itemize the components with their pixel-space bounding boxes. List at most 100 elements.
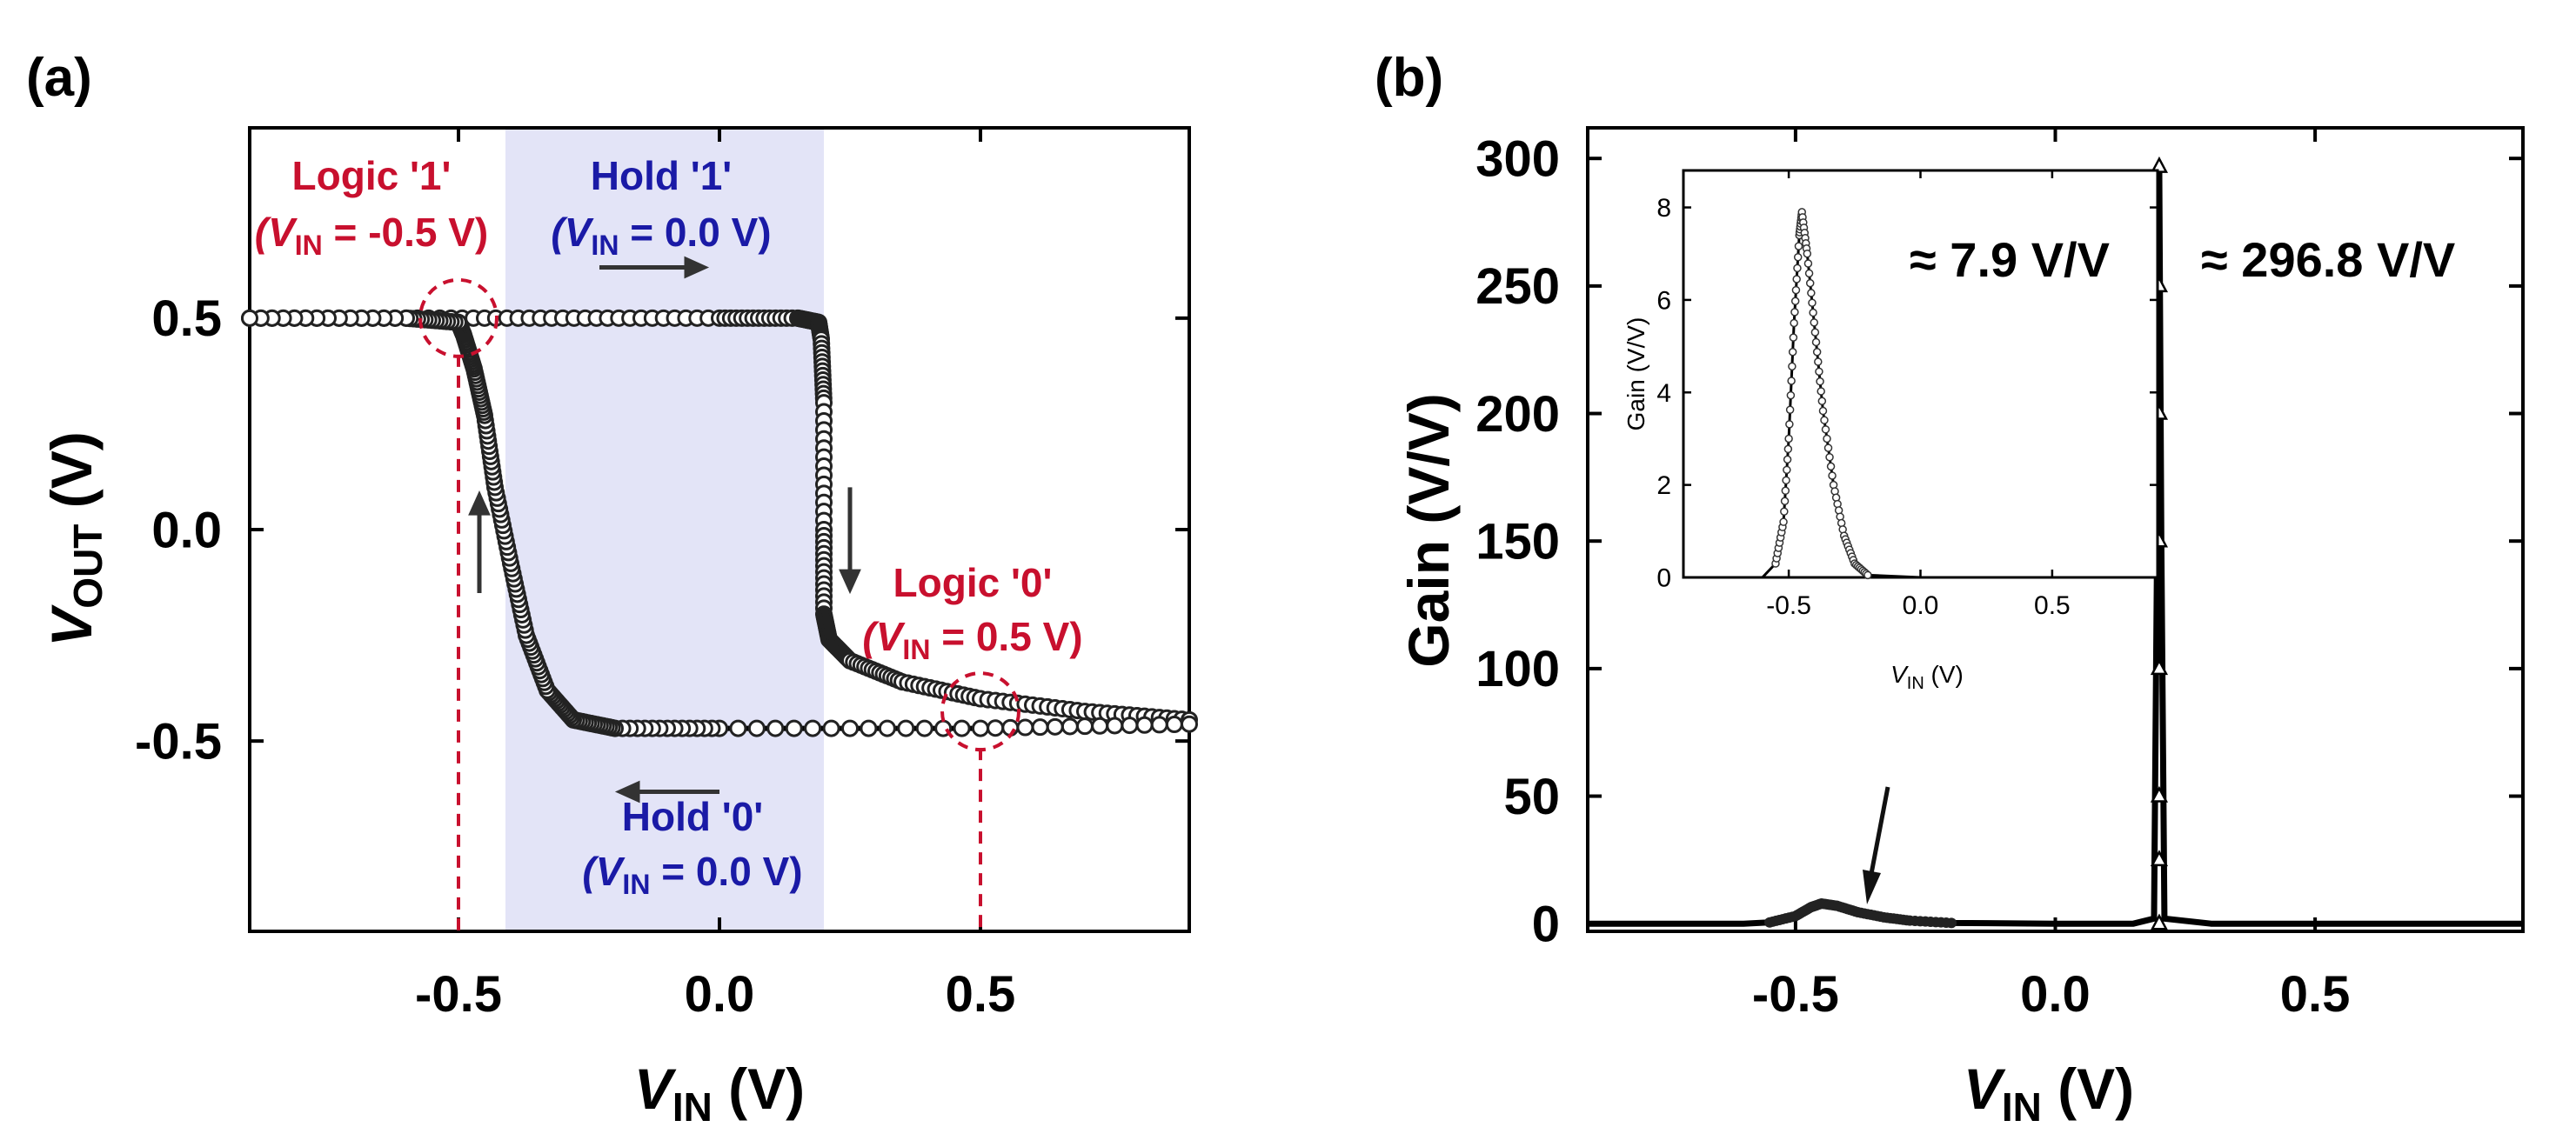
inset-xlabel: VIN (V) <box>1890 661 1964 693</box>
data-point <box>1150 716 1168 734</box>
inset-data-point <box>1785 405 1795 414</box>
inset-data-point <box>1781 486 1790 496</box>
data-point <box>241 309 258 327</box>
data-point <box>1121 717 1139 735</box>
inset-data-point <box>1803 259 1813 268</box>
inset-data-point <box>1784 434 1793 443</box>
inset-data-point <box>1826 462 1836 471</box>
data-point <box>747 719 766 737</box>
data-point <box>729 719 747 737</box>
panel-a-label: (a) <box>26 48 92 108</box>
data-point <box>1135 716 1154 734</box>
inset-background <box>1683 170 2158 577</box>
inset-data-point <box>1816 377 1824 386</box>
plot-a-series <box>241 309 1198 737</box>
plot-a-ylabel: VOUT (V) <box>39 431 110 646</box>
y-tick-label: 0 <box>1656 564 1671 593</box>
inset-data-point <box>1790 297 1800 305</box>
plot-a-xlabel: VIN (V) <box>634 1057 805 1130</box>
x-tick-label: 0.0 <box>1903 591 1939 620</box>
inset-data-point <box>1790 308 1799 317</box>
inset-series <box>1683 208 2158 580</box>
x-tick-label: -0.5 <box>415 966 502 1023</box>
data-point <box>766 719 785 737</box>
inset-data-point <box>1786 390 1796 400</box>
inset-data-point <box>1863 570 1872 580</box>
logic1-condition: (VIN = -0.5 V) <box>255 210 488 261</box>
x-tick-label: 0.0 <box>685 966 755 1023</box>
plot-a-ticks: -0.5 0.0 0.5 0.5 0.0 -0.5 <box>135 128 1189 1023</box>
inset-data-point <box>1782 476 1790 485</box>
hold0-condition: (VIN = 0.0 V) <box>582 849 802 900</box>
x-tick-label: -0.5 <box>1752 966 1839 1023</box>
gain-data-point <box>2150 785 2169 803</box>
inset-data-point <box>1792 275 1801 283</box>
inset-peak-label: ≈ 7.9 V/V <box>1910 232 2110 287</box>
inset-data-point <box>1810 328 1820 337</box>
x-tick-label: 0.0 <box>2020 966 2091 1023</box>
data-point <box>1181 715 1198 733</box>
data-point <box>860 719 878 737</box>
hold1-title: Hold '1' <box>591 153 732 198</box>
y-tick-label: 150 <box>1475 514 1560 570</box>
inset-data-point <box>1823 443 1833 452</box>
plot-b-ylabel: Gain (V/V) <box>1396 393 1461 667</box>
inset-ylabel: Gain (V/V) <box>1623 317 1649 431</box>
inset-data-point <box>1807 289 1816 297</box>
inset-data-point <box>1821 425 1830 434</box>
y-tick-label: 0.0 <box>151 502 222 558</box>
gain-data-point <box>2150 850 2169 867</box>
data-point <box>987 719 1005 737</box>
y-tick-label: 50 <box>1503 769 1560 825</box>
data-point <box>1165 716 1183 734</box>
logic-point-circle <box>418 277 498 358</box>
data-point <box>841 719 859 737</box>
data-point <box>953 719 971 737</box>
inset-data-point <box>1787 377 1796 385</box>
inset-data-point <box>1780 497 1790 505</box>
hold-region-shade <box>505 128 824 931</box>
data-point <box>878 719 896 737</box>
inset-data-point <box>1783 465 1791 475</box>
inset-data-point <box>1790 318 1798 328</box>
hold1-condition: (VIN = 0.0 V) <box>551 210 771 261</box>
inset-data-point <box>1793 263 1802 273</box>
inset-data-point <box>1780 507 1789 516</box>
plot-b-series <box>1588 156 2523 930</box>
panel-a-chart: (a) -0.5 0.0 0.5 0.5 0.0 -0.5 VOUT (V) VIN (V… <box>26 48 1198 1130</box>
gain-data-point <box>2150 156 2169 173</box>
x-tick-label: -0.5 <box>1766 591 1811 620</box>
gain-data-point <box>2150 913 2169 930</box>
y-tick-label: 250 <box>1475 258 1560 315</box>
y-tick-label: 0 <box>1532 897 1560 953</box>
main-peak-label: ≈ 296.8 V/V <box>2201 232 2455 287</box>
y-tick-label: 300 <box>1475 131 1560 188</box>
inset-data-point <box>1809 308 1817 317</box>
plot-b-ticks: -0.5 0.0 0.5 0 50 100 150 200 250 300 <box>1475 128 2523 1023</box>
inset-data-point <box>1812 347 1822 357</box>
data-point <box>897 719 915 737</box>
panel-b-chart: (b) -0.5 0.0 0.5 0 50 100 150 200 250 300 ≈ 296.8… <box>1375 48 2525 1130</box>
inset-chart: -0.5 0.0 0.5 0 2 4 6 8 ≈ 7.9 V/V Gain (V/V) VIN… <box>1623 169 2159 693</box>
inset-ticks: -0.5 0.0 0.5 0 2 4 6 8 <box>1656 170 2158 620</box>
plot-a-guides <box>418 277 1020 931</box>
data-point <box>1031 718 1049 737</box>
x-tick-label: 0.5 <box>2034 591 2071 620</box>
inset-data-point <box>1828 471 1837 480</box>
panel-b-label: (b) <box>1375 48 1443 108</box>
inset-data-point <box>1779 517 1788 526</box>
inset-data-point <box>1804 269 1814 278</box>
logic0-title: Logic '0' <box>893 560 1053 605</box>
inset-data-point <box>1810 318 1819 327</box>
hold0-title: Hold '0' <box>622 794 763 839</box>
data-point <box>1046 717 1064 736</box>
data-point <box>804 719 822 737</box>
inset-data-point <box>1788 347 1797 357</box>
y-tick-label: 200 <box>1475 386 1560 443</box>
data-point <box>915 719 933 737</box>
inset-data-point <box>1825 452 1834 462</box>
inset-data-point <box>1794 242 1803 250</box>
data-point <box>822 719 840 737</box>
inset-data-point <box>1793 252 1803 262</box>
